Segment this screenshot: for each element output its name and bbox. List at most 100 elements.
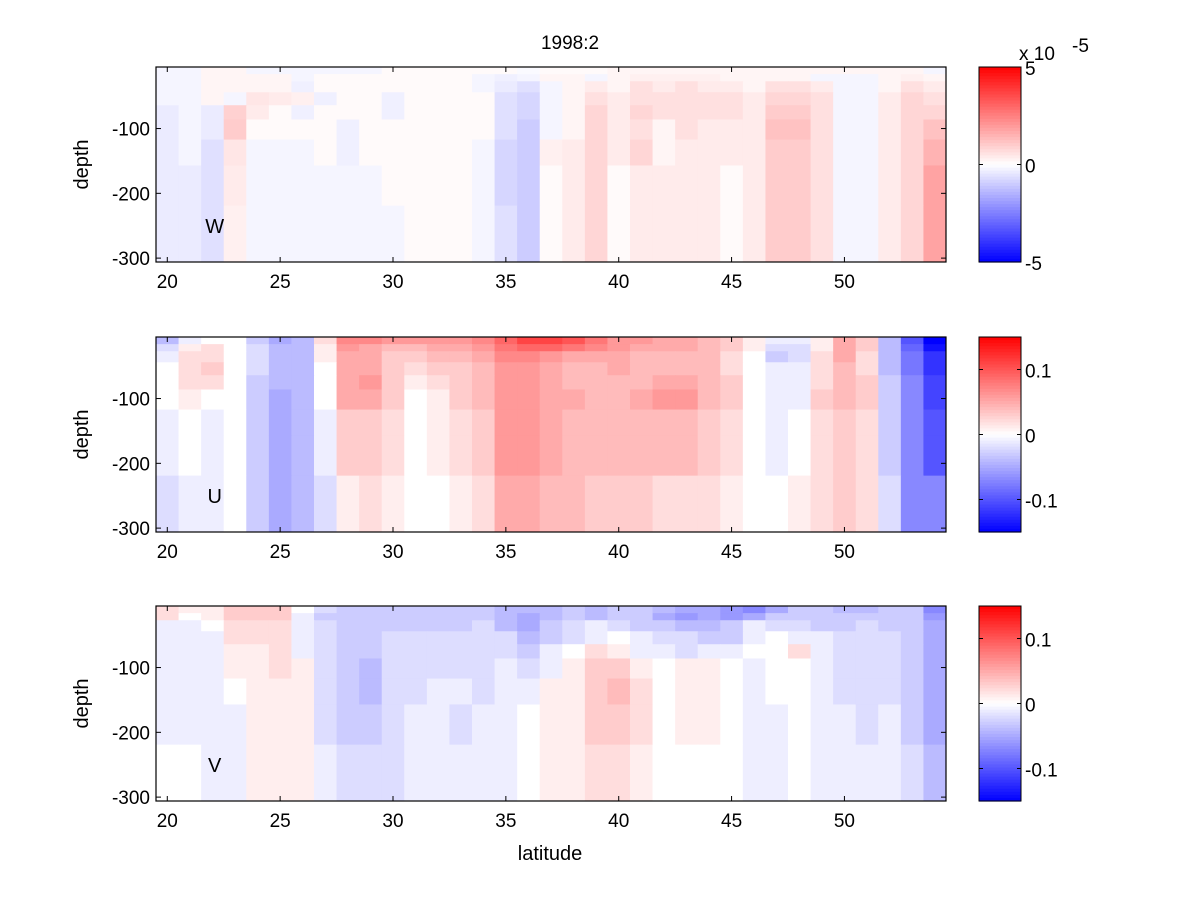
heatmap-cell xyxy=(336,119,360,141)
heatmap-cell xyxy=(697,81,721,93)
heatmap-cell xyxy=(900,375,924,390)
heatmap-cell xyxy=(810,139,834,166)
heatmap-cell xyxy=(156,631,180,645)
heatmap-cell xyxy=(675,475,699,533)
heatmap-cell xyxy=(742,105,766,120)
colorbar-swatch xyxy=(979,525,1021,530)
heatmap-cell xyxy=(833,344,857,352)
heatmap-cell xyxy=(697,475,721,533)
heatmap-cell xyxy=(291,435,315,477)
heatmap-cell xyxy=(246,119,270,141)
heatmap-cell xyxy=(833,409,857,436)
heatmap-cell xyxy=(404,678,428,705)
heatmap-cell xyxy=(855,658,879,680)
heatmap-cell xyxy=(562,74,586,82)
heatmap-cell xyxy=(584,74,608,82)
colorbar-swatch xyxy=(979,788,1021,793)
heatmap-cell xyxy=(652,704,676,746)
colorbar-swatch xyxy=(979,97,1021,102)
y-tick-label: -200 xyxy=(112,184,150,205)
heatmap-cell xyxy=(472,165,496,207)
colorbar-swatch xyxy=(979,627,1021,631)
heatmap-cell xyxy=(156,139,180,166)
heatmap-cell xyxy=(878,119,902,141)
colorbar-swatch xyxy=(979,660,1021,665)
heatmap-cell xyxy=(810,606,834,614)
heatmap-cell xyxy=(426,631,450,645)
heatmap-cell xyxy=(404,165,428,207)
heatmap-cell xyxy=(291,744,315,802)
heatmap-cell xyxy=(517,344,541,352)
colorbar-swatch xyxy=(979,727,1021,732)
heatmap-cell xyxy=(156,105,180,120)
heatmap-cell xyxy=(314,337,338,345)
colorbar-swatch xyxy=(979,609,1021,613)
colorbar-swatch xyxy=(979,210,1021,214)
heatmap-cell xyxy=(562,375,586,390)
heatmap-cell xyxy=(607,351,631,363)
heatmap-cell xyxy=(878,409,902,436)
heatmap-cell xyxy=(788,139,812,166)
heatmap-cell xyxy=(900,678,924,705)
heatmap-cell xyxy=(404,620,428,632)
heatmap-cell xyxy=(426,658,450,680)
heatmap-cell xyxy=(878,74,902,82)
heatmap-cell xyxy=(494,81,518,93)
heatmap-cell xyxy=(291,81,315,93)
x-tick-label: 30 xyxy=(382,811,403,832)
colorbar-swatch xyxy=(979,480,1021,484)
heatmap-cell xyxy=(697,631,721,645)
heatmap-cell xyxy=(336,74,360,82)
heatmap-cell xyxy=(900,362,924,376)
heatmap-cell xyxy=(675,337,699,345)
colorbar-swatch xyxy=(979,645,1021,650)
heatmap-cell xyxy=(900,81,924,93)
heatmap-cell xyxy=(449,435,473,477)
heatmap-cell xyxy=(178,105,202,120)
heatmap-cell xyxy=(697,139,721,166)
heatmap-cell xyxy=(539,139,563,166)
heatmap-cell xyxy=(449,362,473,376)
colorbar-swatch xyxy=(979,249,1021,254)
heatmap-cell xyxy=(584,165,608,207)
heatmap-cell xyxy=(788,475,812,533)
colorbar-swatch xyxy=(979,752,1021,756)
heatmap-cell xyxy=(788,337,812,345)
heatmap-cell xyxy=(381,74,405,82)
heatmap-cell xyxy=(630,105,654,120)
colorbar-swatch xyxy=(979,528,1021,533)
heatmap-cell xyxy=(675,409,699,436)
colorbar-swatch xyxy=(979,76,1021,80)
heatmap-cell xyxy=(314,631,338,645)
y-tick-label: -100 xyxy=(112,390,150,411)
heatmap-cell xyxy=(381,119,405,141)
heatmap-cell xyxy=(178,81,202,93)
colorbar-swatch xyxy=(979,228,1021,233)
heatmap-cell xyxy=(201,351,225,363)
heatmap-cell xyxy=(156,344,180,352)
heatmap-cell xyxy=(426,139,450,166)
heatmap-cell xyxy=(314,74,338,82)
heatmap-cell xyxy=(742,119,766,141)
heatmap-cell xyxy=(900,658,924,680)
heatmap-cell xyxy=(652,435,676,477)
heatmap-cell xyxy=(697,165,721,207)
heatmap-cell xyxy=(607,92,631,106)
heatmap-cell xyxy=(517,362,541,376)
heatmap-cell xyxy=(765,631,789,645)
x-tick-label: 25 xyxy=(270,272,291,293)
heatmap-cell xyxy=(381,658,405,680)
heatmap-cell xyxy=(539,631,563,645)
heatmap-cell xyxy=(268,704,292,746)
heatmap-cell xyxy=(472,92,496,106)
heatmap-cell xyxy=(336,744,360,802)
heatmap-cell xyxy=(833,631,857,645)
heatmap-cell xyxy=(562,362,586,376)
heatmap-cell xyxy=(291,678,315,705)
colorbar-swatch xyxy=(979,397,1021,402)
heatmap-cell xyxy=(675,351,699,363)
heatmap-cell xyxy=(314,165,338,207)
heatmap-cell xyxy=(833,620,857,632)
colorbar-swatch xyxy=(979,733,1021,738)
heatmap-cell xyxy=(923,658,947,680)
